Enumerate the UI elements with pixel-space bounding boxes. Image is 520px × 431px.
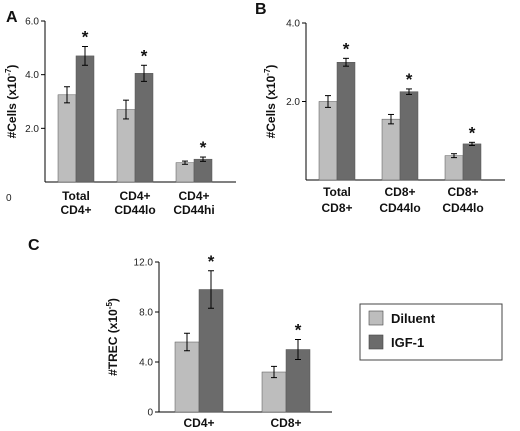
bar (381, 118, 401, 181)
panel-a: A2.04.06.00#Cells (x10-7)*TotalCD4+*CD4+… (4, 9, 236, 217)
y-axis-label: #TREC (x10-5) (105, 298, 120, 376)
bar (198, 289, 224, 413)
y-axis-label: #Cells (x10-7) (263, 65, 278, 139)
significance-star: * (208, 252, 215, 271)
legend-label: Diluent (391, 311, 436, 326)
y-tick-label: 2.0 (286, 97, 300, 108)
category-label: CD8+ (270, 416, 301, 430)
bar (193, 158, 213, 183)
category-label: CD8+ (447, 185, 478, 199)
panel-letter-a: A (6, 9, 18, 26)
significance-star: * (469, 123, 476, 142)
panel-b: B 2.0 4.0 #Cells (x10-7) * Total CD8+ * CD8+ CD44… (255, 1, 505, 215)
category-label: CD44lo (442, 201, 483, 215)
y-tick-label: 6.0 (25, 17, 39, 28)
y-tick-label: 4.0 (286, 19, 300, 30)
legend-label: IGF-1 (391, 335, 424, 350)
y-tick-label: 8.0 (139, 308, 153, 319)
bar (116, 109, 136, 183)
category-label: CD44hi (173, 203, 214, 217)
bar (444, 155, 464, 181)
category-label: CD4+ (178, 189, 209, 203)
y-tick-label: 2.0 (25, 124, 39, 135)
legend-box (359, 303, 503, 361)
category-label: CD8+ (321, 201, 352, 215)
bar (174, 341, 200, 413)
bar (75, 55, 95, 183)
bar (318, 101, 338, 181)
y-axis-label: #Cells (x10-7) (4, 65, 19, 139)
y-tick-label: 0 (147, 408, 153, 419)
y-zero-label: 0 (6, 193, 12, 204)
significance-star: * (200, 138, 207, 157)
bar (336, 62, 356, 181)
legend-swatch (368, 310, 384, 326)
bar (57, 94, 77, 183)
legend-swatch (368, 334, 384, 350)
category-label: Total (62, 189, 90, 203)
category-label: CD8+ (384, 185, 415, 199)
category-label: CD4+ (60, 203, 91, 217)
significance-star: * (295, 321, 302, 340)
bar (399, 91, 419, 181)
panel-letter-b: B (255, 1, 267, 18)
category-label: CD44lo (114, 203, 155, 217)
significance-star: * (406, 70, 413, 89)
y-tick-label: 4.0 (139, 358, 153, 369)
bar (175, 162, 195, 183)
significance-star: * (82, 27, 89, 46)
legend: Diluent IGF-1 (359, 303, 503, 361)
category-label: CD44lo (379, 201, 420, 215)
panel-letter-c: C (28, 237, 40, 254)
category-label: CD4+ (183, 416, 214, 430)
y-tick-label: 4.0 (25, 70, 39, 81)
significance-star: * (141, 46, 148, 65)
significance-star: * (343, 39, 350, 58)
panel-c: C 0 4.0 8.0 12.0 #TREC (x10-5) * CD4+ * CD8+ (28, 237, 332, 430)
y-tick-label: 12.0 (134, 258, 154, 269)
category-label: CD4+ (119, 189, 150, 203)
bar (462, 143, 482, 181)
bar (134, 73, 154, 183)
category-label: Total (323, 185, 351, 199)
